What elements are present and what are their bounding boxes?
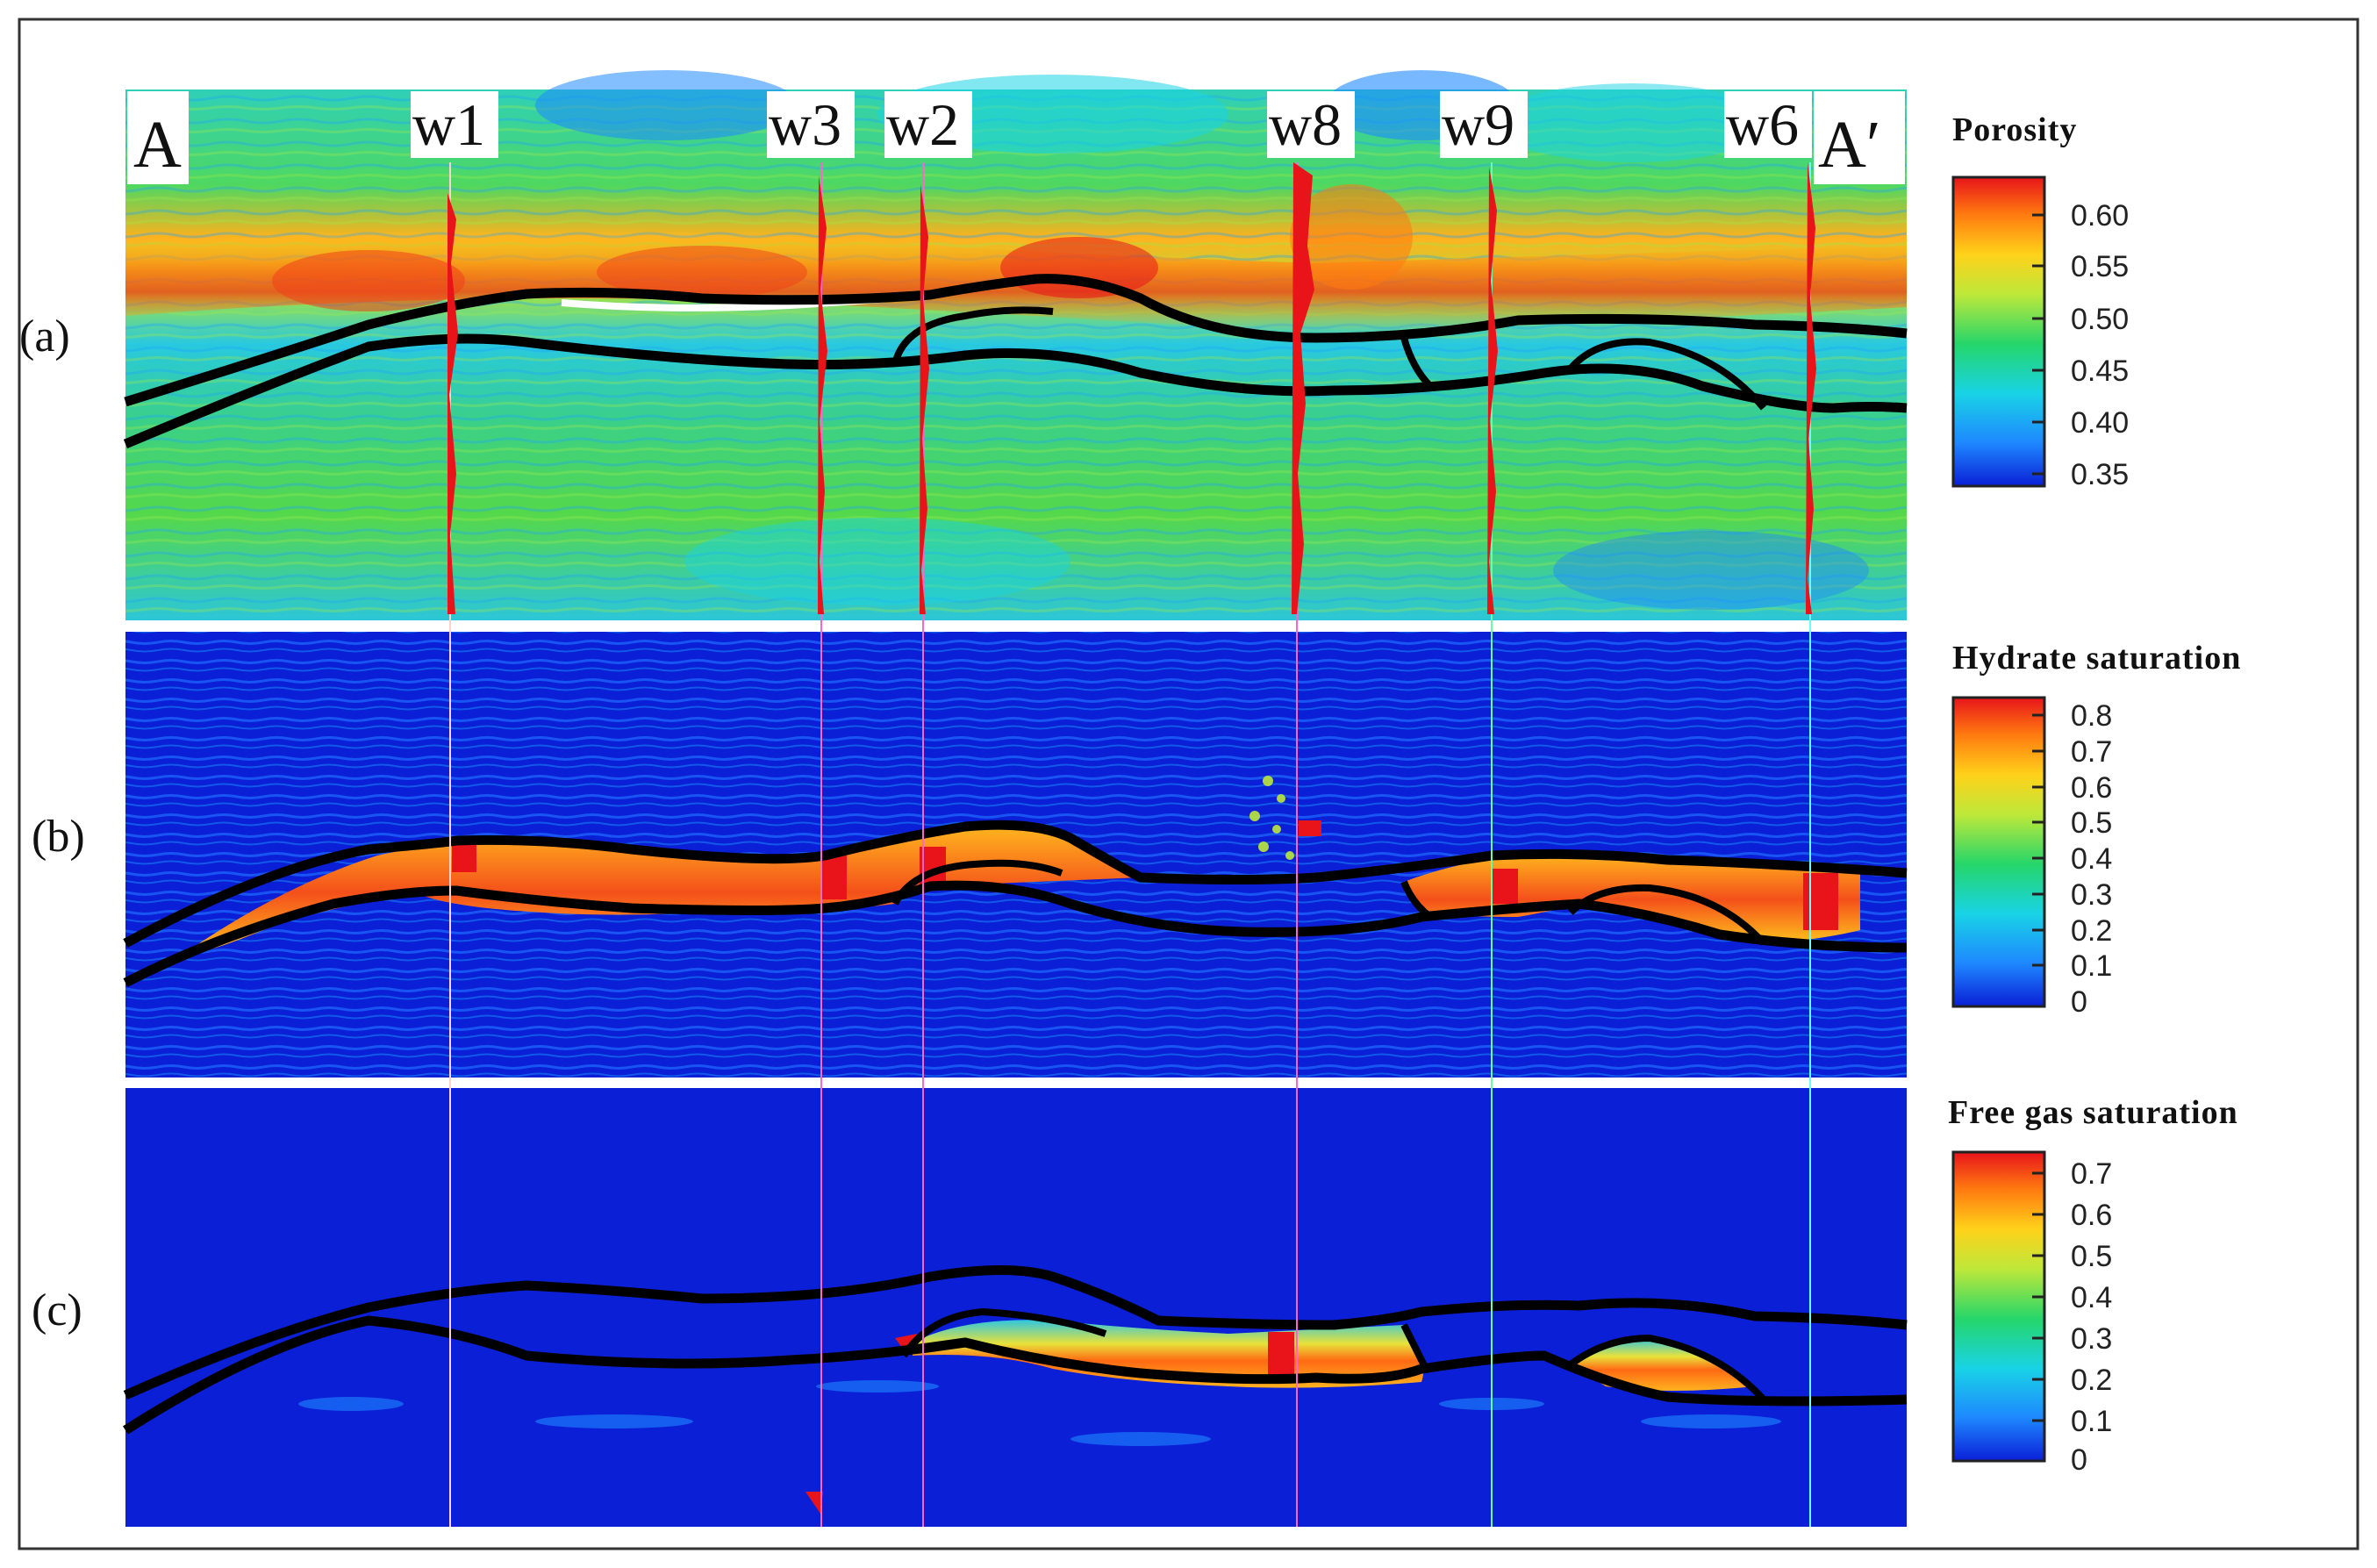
well-w9 [1487, 162, 1498, 1527]
colorbar-free-gas-tick: 0.5 [2071, 1240, 2112, 1273]
hydrate-body [180, 828, 1141, 956]
well-label-w6: w6 [1726, 91, 1799, 158]
colorbar-free-gas: Free gas saturation 0.7 0.6 0.5 0.4 0.3 … [1948, 1094, 2238, 1477]
colorbar-hydrate-tick: 0.4 [2071, 842, 2112, 876]
panel-free-gas [123, 1088, 1908, 1527]
colorbar-free-gas-tick: 0.1 [2071, 1405, 2112, 1438]
colorbar-porosity-tick: 0.45 [2071, 354, 2129, 388]
colorbar-hydrate-tick: 0 [2071, 985, 2087, 1019]
colorbar-porosity-tick: 0.50 [2071, 303, 2129, 336]
colorbar-porosity-title: Porosity [1952, 111, 2077, 148]
colorbar-hydrate: Hydrate saturation 0.8 0.7 0.6 0.5 0.4 0… [1951, 640, 2241, 1019]
colorbar-free-gas-tick: 0.6 [2071, 1199, 2112, 1232]
well-w2 [920, 162, 929, 1527]
section-labels: A w1 w3 w2 w8 w9 w6 A′ [127, 91, 1905, 184]
end-label: A′ [1818, 108, 1881, 182]
porosity-horizon-top [124, 274, 1908, 407]
colorbar-porosity-tick: 0.40 [2071, 406, 2129, 440]
colorbar-porosity: Porosity 0.60 0.55 0.50 0.45 0.40 0.35 [1951, 111, 2129, 491]
well-w6 [1806, 162, 1816, 1527]
colorbar-free-gas-tick: 0.4 [2071, 1281, 2112, 1314]
colorbar-hydrate-tick: 0.5 [2071, 806, 2112, 840]
well-w8 [1292, 162, 1314, 1527]
hydrate-horizon-base [123, 880, 1908, 987]
colorbar-free-gas-tick: 0 [2071, 1443, 2087, 1477]
well-label-w1: w1 [412, 91, 485, 158]
colorbar-hydrate-tick: 0.6 [2071, 771, 2112, 805]
wells [447, 162, 1816, 1527]
colorbar-hydrate-title: Hydrate saturation [1952, 640, 2241, 677]
colorbar-porosity-tick: 0.35 [2071, 458, 2129, 491]
colorbar-free-gas-title: Free gas saturation [1948, 1094, 2238, 1131]
colorbar-hydrate-tick: 0.3 [2071, 878, 2112, 912]
well-label-w8: w8 [1269, 91, 1342, 158]
well-label-w3: w3 [769, 91, 841, 158]
panel-porosity [123, 70, 1908, 620]
free-gas-body [913, 1320, 1424, 1388]
well-label-w9: w9 [1442, 91, 1514, 158]
colorbar-porosity-tick: 0.55 [2071, 250, 2129, 283]
panel-hydrate [123, 632, 1908, 1079]
panel-label-c: (c) [32, 1285, 82, 1335]
colorbar-hydrate-tick: 0.8 [2071, 699, 2112, 733]
colorbar-free-gas-tick: 0.7 [2071, 1157, 2112, 1191]
colorbar-hydrate-tick: 0.2 [2071, 914, 2112, 948]
well-label-w2: w2 [886, 91, 959, 158]
panel-label-a: (a) [19, 311, 70, 362]
free-gas-horizon-top [123, 1265, 1908, 1400]
colorbar-hydrate-tick: 0.1 [2071, 949, 2112, 983]
colorbar-free-gas-tick: 0.3 [2071, 1322, 2112, 1356]
colorbar-free-gas-tick: 0.2 [2071, 1364, 2112, 1397]
start-label: A [133, 108, 182, 182]
well-w1 [447, 162, 458, 1527]
panel-label-b: (b) [32, 812, 85, 862]
free-gas-horizon-base [123, 1315, 1908, 1435]
colorbar-hydrate-tick: 0.7 [2071, 735, 2112, 769]
outer-border [18, 18, 2359, 1550]
colorbar-porosity-tick: 0.60 [2071, 199, 2129, 233]
well-w3 [818, 162, 827, 1527]
